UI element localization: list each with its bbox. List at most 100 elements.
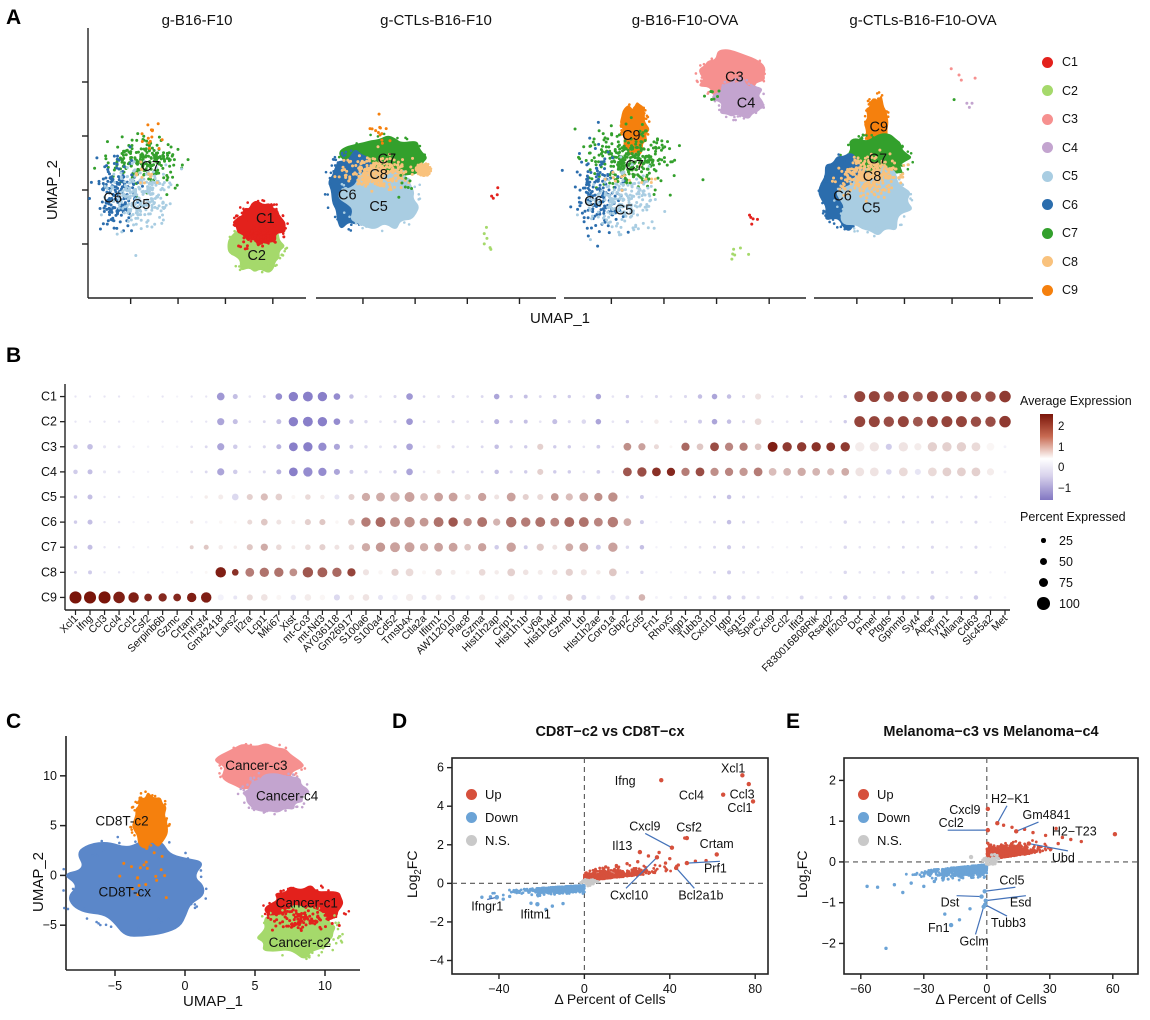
- svg-text:−5: −5: [108, 979, 122, 993]
- svg-text:C6: C6: [584, 194, 603, 210]
- legend-item-c1: C1: [1042, 48, 1078, 77]
- svg-text:C7: C7: [869, 152, 888, 168]
- legend-label: Up: [877, 787, 894, 802]
- legend-item-c5: C5: [1042, 162, 1078, 191]
- legend-swatch: [466, 835, 477, 846]
- panel-c-umap: −5 0 5 10 −5 0 5 10 Cancer-c3 Cancer-c4 CD8T-c2 CD8…: [43, 736, 360, 993]
- percent-dot: [1037, 597, 1050, 610]
- svg-text:C1: C1: [41, 390, 57, 404]
- panel-a-x-axis-label: UMAP_1: [529, 310, 591, 327]
- legend-item-ns: N.S.: [858, 829, 910, 852]
- legend-swatch: [466, 812, 477, 823]
- svg-text:C6: C6: [833, 188, 852, 204]
- panel-e-legend: Up Down N.S.: [858, 783, 910, 852]
- legend-label: C5: [1062, 169, 1078, 184]
- expression-tick--1: −1: [1058, 482, 1072, 495]
- legend-swatch: [858, 835, 869, 846]
- svg-text:C5: C5: [615, 202, 634, 218]
- legend-swatch-c3: [1042, 113, 1053, 125]
- legend-label: C1: [1062, 55, 1078, 70]
- svg-text:Cancer-c3: Cancer-c3: [225, 758, 287, 773]
- panel-d-x-axis-label: Δ Percent of Cells: [554, 991, 666, 1007]
- percent-dot: [1041, 538, 1046, 543]
- svg-text:C4: C4: [737, 96, 756, 112]
- legend-item-ns: N.S.: [466, 829, 518, 852]
- panel-e-label: E: [786, 710, 801, 733]
- svg-text:C1: C1: [256, 211, 275, 227]
- svg-text:−5: −5: [43, 918, 57, 932]
- expression-tick-0: 0: [1058, 462, 1065, 475]
- percent-legend-item-25: 25: [1036, 530, 1080, 551]
- legend-label: C3: [1062, 112, 1078, 127]
- svg-text:C6: C6: [41, 515, 57, 529]
- legend-item-c7: C7: [1042, 219, 1078, 248]
- legend-swatch: [858, 812, 869, 823]
- legend-label: N.S.: [485, 833, 511, 848]
- svg-text:5: 5: [252, 979, 259, 993]
- legend-swatch: [858, 789, 869, 800]
- legend-label: Down: [485, 810, 519, 825]
- legend-item-c6: C6: [1042, 191, 1078, 220]
- panel-c-label: C: [6, 710, 22, 733]
- legend-swatch-c6: [1042, 199, 1053, 211]
- panel-c-y-axis-label: UMAP_2: [30, 851, 47, 912]
- legend-label: Up: [485, 787, 502, 802]
- legend-label: C7: [1062, 226, 1078, 241]
- legend-swatch-c4: [1042, 142, 1053, 154]
- expression-colorbar: [1040, 414, 1053, 500]
- svg-text:Cancer-c2: Cancer-c2: [269, 935, 331, 950]
- legend-item-c9: C9: [1042, 276, 1078, 305]
- expression-legend-title: Average Expression: [1020, 394, 1132, 408]
- umap-condition-title-2: g-CTLs-B16-F10: [380, 12, 492, 29]
- svg-text:C6: C6: [103, 191, 122, 207]
- panel-d-y-axis-label: Log2FC: [404, 850, 424, 898]
- legend-swatch-c9: [1042, 284, 1053, 296]
- svg-text:0: 0: [182, 979, 189, 993]
- legend-label: C4: [1062, 140, 1078, 155]
- umap-condition-title-1: g-B16-F10: [161, 12, 233, 29]
- legend-item-down: Down: [466, 806, 518, 829]
- percent-label: 100: [1059, 596, 1080, 611]
- panel-e-y-axis-label: Log2FC: [794, 850, 814, 898]
- legend-label: Down: [877, 810, 911, 825]
- cluster-legend: C1 C2 C3 C4 C5 C6 C7 C8 C9: [1042, 48, 1078, 305]
- svg-text:C7: C7: [625, 158, 644, 174]
- legend-swatch-c8: [1042, 256, 1053, 268]
- panel-e-x-axis-label: Δ Percent of Cells: [935, 991, 1047, 1007]
- legend-label: C2: [1062, 83, 1078, 98]
- legend-label: C9: [1062, 283, 1078, 298]
- svg-text:Cancer-c4: Cancer-c4: [256, 789, 319, 804]
- percent-legend: 25 50 75 100: [1036, 530, 1080, 614]
- svg-text:Cancer-c1: Cancer-c1: [276, 895, 338, 910]
- legend-item-up: Up: [858, 783, 910, 806]
- panel-e-scatter: −60 −30 0 30 60−2−1012Cxcl9Ccl2H2−K1Gm4841H2…: [822, 757, 1139, 996]
- svg-text:C4: C4: [41, 465, 57, 479]
- panel-e-title: Melanoma−c3 vs Melanoma−c4: [883, 724, 1099, 740]
- percent-label: 50: [1059, 554, 1073, 569]
- percent-dot: [1039, 557, 1048, 566]
- svg-text:C5: C5: [369, 199, 388, 215]
- svg-text:10: 10: [43, 769, 57, 783]
- svg-text:Met: Met: [989, 613, 1010, 634]
- svg-text:C5: C5: [862, 200, 881, 216]
- panel-d-legend: Up Down N.S.: [466, 783, 518, 852]
- panel-b-label: B: [6, 344, 22, 367]
- umap-condition-title-4: g-CTLs-B16-F10-OVA: [849, 12, 997, 29]
- legend-item-c2: C2: [1042, 77, 1078, 106]
- legend-swatch-c5: [1042, 170, 1053, 182]
- legend-item-c4: C4: [1042, 134, 1078, 163]
- svg-text:C2: C2: [41, 415, 57, 429]
- svg-text:C9: C9: [622, 128, 641, 144]
- svg-text:C7: C7: [41, 540, 57, 554]
- svg-text:C5: C5: [132, 197, 151, 213]
- svg-text:C2: C2: [247, 248, 266, 264]
- percent-legend-item-50: 50: [1036, 551, 1080, 572]
- panel-a-label: A: [6, 6, 22, 29]
- legend-swatch-c7: [1042, 227, 1053, 239]
- percent-legend-item-100: 100: [1036, 593, 1080, 614]
- expression-tick-1: 1: [1058, 441, 1065, 454]
- percent-legend-item-75: 75: [1036, 572, 1080, 593]
